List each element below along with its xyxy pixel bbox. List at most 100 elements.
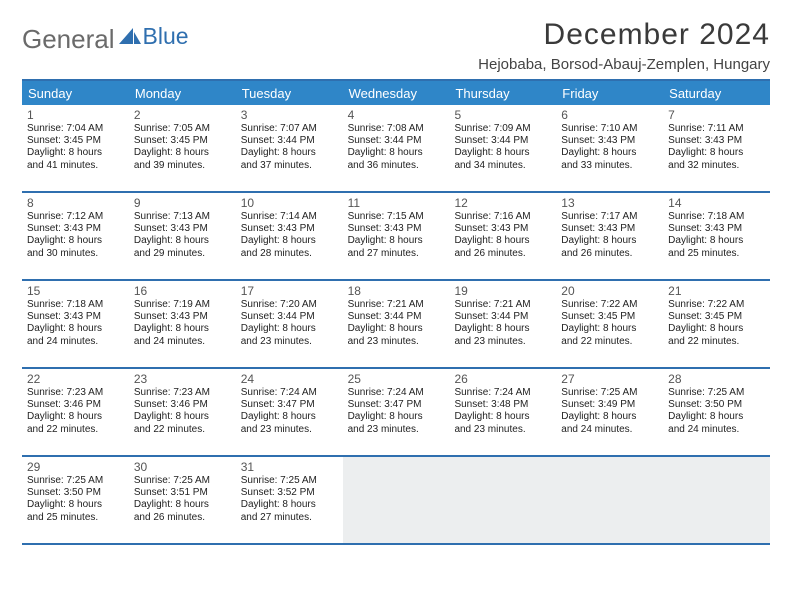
day-number: 4: [348, 108, 445, 122]
sunrise-text: Sunrise: 7:25 AM: [668, 387, 765, 399]
calendar-page: General Blue December 2024 Hejobaba, Bor…: [0, 0, 792, 545]
daylight-text-2: and 22 minutes.: [668, 336, 765, 348]
day-cell: 24Sunrise: 7:24 AMSunset: 3:47 PMDayligh…: [236, 369, 343, 455]
day-number: 18: [348, 284, 445, 298]
daylight-text-1: Daylight: 8 hours: [27, 323, 124, 335]
sunrise-text: Sunrise: 7:09 AM: [454, 123, 551, 135]
header: General Blue December 2024 Hejobaba, Bor…: [22, 18, 770, 73]
day-cell: 4Sunrise: 7:08 AMSunset: 3:44 PMDaylight…: [343, 105, 450, 191]
sunset-text: Sunset: 3:51 PM: [134, 487, 231, 499]
day-cell: 16Sunrise: 7:19 AMSunset: 3:43 PMDayligh…: [129, 281, 236, 367]
daylight-text-1: Daylight: 8 hours: [27, 411, 124, 423]
sunrise-text: Sunrise: 7:07 AM: [241, 123, 338, 135]
day-cell: 9Sunrise: 7:13 AMSunset: 3:43 PMDaylight…: [129, 193, 236, 279]
daylight-text-1: Daylight: 8 hours: [561, 323, 658, 335]
sunset-text: Sunset: 3:44 PM: [454, 311, 551, 323]
day-cell: 8Sunrise: 7:12 AMSunset: 3:43 PMDaylight…: [22, 193, 129, 279]
sunset-text: Sunset: 3:43 PM: [134, 311, 231, 323]
daylight-text-2: and 23 minutes.: [348, 336, 445, 348]
day-cell: 20Sunrise: 7:22 AMSunset: 3:45 PMDayligh…: [556, 281, 663, 367]
dayname-friday: Friday: [556, 81, 663, 105]
day-number: 2: [134, 108, 231, 122]
sunset-text: Sunset: 3:43 PM: [668, 223, 765, 235]
sunset-text: Sunset: 3:44 PM: [348, 135, 445, 147]
title-block: December 2024 Hejobaba, Borsod-Abauj-Zem…: [478, 18, 770, 73]
sunrise-text: Sunrise: 7:18 AM: [27, 299, 124, 311]
weeks-container: 1Sunrise: 7:04 AMSunset: 3:45 PMDaylight…: [22, 105, 770, 545]
day-cell: 25Sunrise: 7:24 AMSunset: 3:47 PMDayligh…: [343, 369, 450, 455]
dayname-row: SundayMondayTuesdayWednesdayThursdayFrid…: [22, 81, 770, 105]
daylight-text-1: Daylight: 8 hours: [27, 147, 124, 159]
location: Hejobaba, Borsod-Abauj-Zemplen, Hungary: [478, 56, 770, 73]
day-cell: 5Sunrise: 7:09 AMSunset: 3:44 PMDaylight…: [449, 105, 556, 191]
week-row: 29Sunrise: 7:25 AMSunset: 3:50 PMDayligh…: [22, 457, 770, 545]
day-number: 5: [454, 108, 551, 122]
daylight-text-1: Daylight: 8 hours: [134, 411, 231, 423]
day-cell: 3Sunrise: 7:07 AMSunset: 3:44 PMDaylight…: [236, 105, 343, 191]
daylight-text-2: and 25 minutes.: [27, 512, 124, 524]
day-cell: 29Sunrise: 7:25 AMSunset: 3:50 PMDayligh…: [22, 457, 129, 543]
daylight-text-2: and 27 minutes.: [348, 248, 445, 260]
week-row: 22Sunrise: 7:23 AMSunset: 3:46 PMDayligh…: [22, 369, 770, 457]
daylight-text-2: and 25 minutes.: [668, 248, 765, 260]
daylight-text-2: and 28 minutes.: [241, 248, 338, 260]
daylight-text-2: and 33 minutes.: [561, 160, 658, 172]
calendar: SundayMondayTuesdayWednesdayThursdayFrid…: [22, 79, 770, 545]
sunset-text: Sunset: 3:43 PM: [454, 223, 551, 235]
day-number: 31: [241, 460, 338, 474]
day-number: 25: [348, 372, 445, 386]
sunrise-text: Sunrise: 7:18 AM: [668, 211, 765, 223]
sunset-text: Sunset: 3:43 PM: [348, 223, 445, 235]
sunset-text: Sunset: 3:45 PM: [134, 135, 231, 147]
daylight-text-2: and 26 minutes.: [561, 248, 658, 260]
sunrise-text: Sunrise: 7:21 AM: [348, 299, 445, 311]
daylight-text-2: and 39 minutes.: [134, 160, 231, 172]
day-cell: 12Sunrise: 7:16 AMSunset: 3:43 PMDayligh…: [449, 193, 556, 279]
day-number: 20: [561, 284, 658, 298]
day-number: 1: [27, 108, 124, 122]
daylight-text-2: and 24 minutes.: [561, 424, 658, 436]
sunset-text: Sunset: 3:43 PM: [134, 223, 231, 235]
sunset-text: Sunset: 3:50 PM: [27, 487, 124, 499]
sunset-text: Sunset: 3:43 PM: [561, 135, 658, 147]
sunrise-text: Sunrise: 7:14 AM: [241, 211, 338, 223]
daylight-text-2: and 26 minutes.: [454, 248, 551, 260]
day-number: 10: [241, 196, 338, 210]
dayname-thursday: Thursday: [449, 81, 556, 105]
daylight-text-2: and 22 minutes.: [134, 424, 231, 436]
sunrise-text: Sunrise: 7:24 AM: [348, 387, 445, 399]
day-cell: 17Sunrise: 7:20 AMSunset: 3:44 PMDayligh…: [236, 281, 343, 367]
daylight-text-1: Daylight: 8 hours: [454, 323, 551, 335]
sunrise-text: Sunrise: 7:17 AM: [561, 211, 658, 223]
daylight-text-2: and 22 minutes.: [27, 424, 124, 436]
sunrise-text: Sunrise: 7:25 AM: [134, 475, 231, 487]
day-number: 30: [134, 460, 231, 474]
dayname-tuesday: Tuesday: [236, 81, 343, 105]
day-number: 21: [668, 284, 765, 298]
day-cell: 26Sunrise: 7:24 AMSunset: 3:48 PMDayligh…: [449, 369, 556, 455]
daylight-text-1: Daylight: 8 hours: [561, 411, 658, 423]
day-number: 22: [27, 372, 124, 386]
sunrise-text: Sunrise: 7:04 AM: [27, 123, 124, 135]
blank-cell: [556, 457, 663, 543]
sunset-text: Sunset: 3:45 PM: [27, 135, 124, 147]
daylight-text-2: and 23 minutes.: [454, 336, 551, 348]
week-row: 8Sunrise: 7:12 AMSunset: 3:43 PMDaylight…: [22, 193, 770, 281]
sunset-text: Sunset: 3:44 PM: [348, 311, 445, 323]
sunrise-text: Sunrise: 7:24 AM: [241, 387, 338, 399]
day-cell: 21Sunrise: 7:22 AMSunset: 3:45 PMDayligh…: [663, 281, 770, 367]
sunrise-text: Sunrise: 7:20 AM: [241, 299, 338, 311]
sunset-text: Sunset: 3:43 PM: [27, 223, 124, 235]
day-cell: 28Sunrise: 7:25 AMSunset: 3:50 PMDayligh…: [663, 369, 770, 455]
day-cell: 11Sunrise: 7:15 AMSunset: 3:43 PMDayligh…: [343, 193, 450, 279]
sunrise-text: Sunrise: 7:21 AM: [454, 299, 551, 311]
daylight-text-2: and 26 minutes.: [134, 512, 231, 524]
sunset-text: Sunset: 3:46 PM: [134, 399, 231, 411]
sunset-text: Sunset: 3:48 PM: [454, 399, 551, 411]
dayname-saturday: Saturday: [663, 81, 770, 105]
sunset-text: Sunset: 3:44 PM: [241, 311, 338, 323]
sunrise-text: Sunrise: 7:15 AM: [348, 211, 445, 223]
day-number: 27: [561, 372, 658, 386]
day-cell: 30Sunrise: 7:25 AMSunset: 3:51 PMDayligh…: [129, 457, 236, 543]
day-cell: 6Sunrise: 7:10 AMSunset: 3:43 PMDaylight…: [556, 105, 663, 191]
